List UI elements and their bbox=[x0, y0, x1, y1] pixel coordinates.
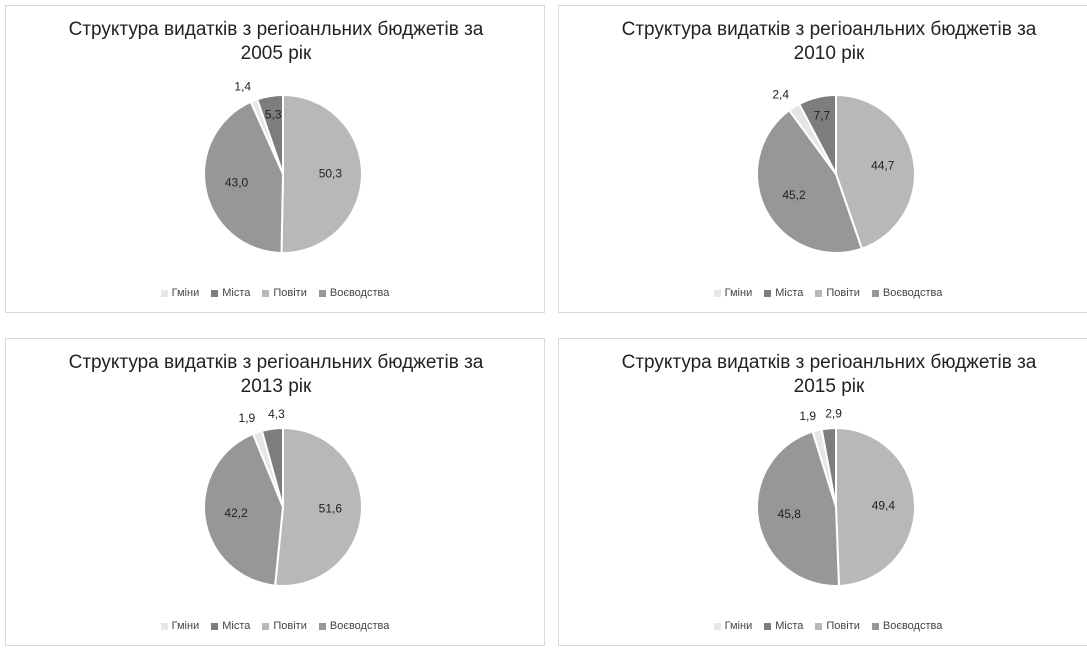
legend-label: Міста bbox=[222, 287, 251, 299]
legend-swatch bbox=[764, 289, 772, 297]
data-label: 4,3 bbox=[268, 407, 285, 421]
data-label: 1,4 bbox=[234, 80, 251, 94]
data-label: 51,6 bbox=[319, 502, 343, 516]
chart-panel: Структура видатків з регіоанльних бюджет… bbox=[5, 338, 545, 646]
legend-swatch bbox=[764, 622, 772, 630]
legend-item: Гміни bbox=[713, 620, 753, 632]
legend-item: Міста bbox=[211, 287, 250, 299]
data-label: 49,4 bbox=[872, 498, 896, 512]
data-label: 45,2 bbox=[782, 188, 806, 202]
legend-item: Міста bbox=[764, 620, 803, 632]
legend-swatch bbox=[262, 289, 270, 297]
legend-swatch bbox=[713, 622, 721, 630]
legend-item: Гміни bbox=[160, 620, 200, 632]
legend-swatch bbox=[318, 622, 326, 630]
legend-label: Повіти bbox=[273, 287, 307, 299]
legend-swatch bbox=[871, 622, 879, 630]
data-label: 2,9 bbox=[825, 407, 842, 421]
pie-slice bbox=[756, 430, 841, 587]
legend-label: Міста bbox=[775, 620, 804, 632]
data-label: 44,7 bbox=[871, 158, 895, 172]
legend-label: Міста bbox=[775, 287, 804, 299]
data-label: 1,9 bbox=[239, 411, 256, 425]
legend-item: Воєводства bbox=[871, 287, 943, 299]
legend-item: Воєводства bbox=[318, 287, 390, 299]
legend-label: Гміни bbox=[724, 620, 753, 632]
legend-swatch bbox=[160, 622, 168, 630]
legend-swatch bbox=[262, 622, 270, 630]
legend: Гміни Міста Повіти Воєводства bbox=[559, 620, 1087, 632]
legend-swatch bbox=[871, 289, 879, 297]
legend-swatch bbox=[160, 289, 168, 297]
legend-label: Гміни bbox=[171, 620, 200, 632]
legend-item: Міста bbox=[764, 287, 803, 299]
chart-title: Структура видатків з регіоанльних бюджет… bbox=[621, 19, 1037, 64]
legend-label: Гміни bbox=[171, 287, 200, 299]
legend-label: Гміни bbox=[724, 287, 753, 299]
chart-title: Структура видатків з регіоанльних бюджет… bbox=[68, 352, 484, 397]
chart-title: Структура видатків з регіоанльних бюджет… bbox=[621, 352, 1037, 397]
legend-swatch bbox=[211, 622, 219, 630]
legend: Гміни Міста Повіти Воєводства bbox=[559, 287, 1087, 299]
legend-item: Гміни bbox=[713, 287, 753, 299]
legend-label: Міста bbox=[222, 620, 251, 632]
legend-label: Повіти bbox=[826, 287, 860, 299]
legend-item: Міста bbox=[211, 620, 250, 632]
legend-swatch bbox=[713, 289, 721, 297]
pie-slice bbox=[756, 108, 864, 254]
legend-item: Повіти bbox=[262, 287, 307, 299]
legend-label: Воєводства bbox=[329, 620, 390, 632]
legend-item: Гміни bbox=[160, 287, 200, 299]
pie-slice bbox=[835, 93, 916, 250]
data-label: 7,7 bbox=[813, 109, 830, 123]
chart-panel: Структура видатків з регіоанльних бюджет… bbox=[5, 5, 545, 313]
chart-title: Структура видатків з регіоанльних бюджет… bbox=[68, 19, 484, 64]
legend-item: Воєводства bbox=[318, 620, 390, 632]
legend-label: Повіти bbox=[826, 620, 860, 632]
legend-label: Воєводства bbox=[882, 287, 943, 299]
pie-slice bbox=[203, 432, 285, 587]
pie-slice bbox=[203, 100, 285, 255]
data-label: 2,4 bbox=[772, 87, 789, 101]
pie-chart: 1,9 2,9 49,4 45,8 bbox=[756, 407, 916, 587]
pie-slice bbox=[273, 426, 363, 587]
legend-item: Повіти bbox=[815, 620, 860, 632]
data-label: 45,8 bbox=[778, 507, 802, 521]
pie-chart: 2,4 7,7 44,7 45,2 bbox=[756, 87, 916, 254]
legend-swatch bbox=[318, 289, 326, 297]
pie-slice bbox=[280, 93, 363, 254]
data-label: 42,2 bbox=[224, 506, 248, 520]
data-label: 1,9 bbox=[799, 409, 816, 423]
chart-panel: Структура видатків з регіоанльних бюджет… bbox=[558, 5, 1087, 313]
pie-chart: 1,4 5,3 50,3 43,0 bbox=[203, 80, 363, 255]
legend-swatch bbox=[815, 622, 823, 630]
legend-item: Повіти bbox=[262, 620, 307, 632]
data-label: 5,3 bbox=[265, 108, 282, 122]
pie-slice bbox=[835, 426, 916, 587]
legend-label: Повіти bbox=[273, 620, 307, 632]
legend-swatch bbox=[815, 289, 823, 297]
legend-label: Воєводства bbox=[329, 287, 390, 299]
chart-panel: Структура видатків з регіоанльних бюджет… bbox=[558, 338, 1087, 646]
data-label: 43,0 bbox=[225, 176, 249, 190]
legend-swatch bbox=[211, 289, 219, 297]
legend-item: Повіти bbox=[815, 287, 860, 299]
legend: Гміни Міста Повіти Воєводства bbox=[6, 620, 544, 632]
legend-item: Воєводства bbox=[871, 620, 943, 632]
pie-chart: 1,9 4,3 51,6 42,2 bbox=[203, 407, 363, 587]
legend: Гміни Міста Повіти Воєводства bbox=[6, 287, 544, 299]
legend-label: Воєводства bbox=[882, 620, 943, 632]
data-label: 50,3 bbox=[319, 167, 343, 181]
